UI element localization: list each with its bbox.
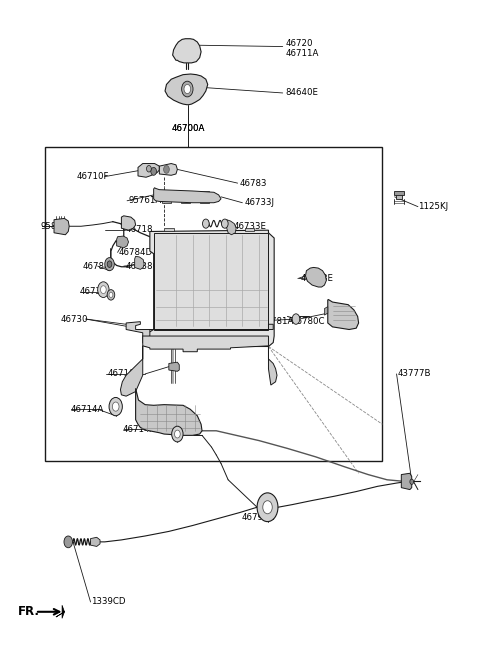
Polygon shape — [154, 188, 221, 203]
Text: 1125KJ: 1125KJ — [418, 202, 448, 211]
Circle shape — [146, 165, 151, 172]
Polygon shape — [120, 346, 143, 396]
Polygon shape — [162, 191, 171, 203]
Text: 84640E: 84640E — [285, 88, 318, 98]
Text: 95761A: 95761A — [129, 196, 162, 205]
Circle shape — [151, 167, 156, 175]
Text: 46710F: 46710F — [76, 172, 109, 181]
Polygon shape — [54, 218, 69, 235]
Circle shape — [64, 536, 72, 548]
Text: 46784D: 46784D — [119, 248, 153, 257]
Polygon shape — [396, 194, 402, 199]
Circle shape — [257, 493, 278, 522]
Polygon shape — [126, 322, 273, 339]
Polygon shape — [154, 233, 268, 330]
Text: 95840: 95840 — [41, 222, 68, 231]
Text: FR.: FR. — [18, 605, 40, 618]
Polygon shape — [173, 39, 201, 63]
Circle shape — [105, 258, 114, 271]
Text: 46718: 46718 — [125, 225, 153, 234]
Bar — [46, 146, 383, 461]
Circle shape — [292, 314, 300, 324]
Circle shape — [164, 165, 169, 173]
Polygon shape — [165, 74, 208, 105]
Circle shape — [109, 397, 122, 416]
Circle shape — [181, 81, 193, 97]
Text: 46784B: 46784B — [234, 231, 267, 241]
Polygon shape — [121, 215, 136, 230]
Polygon shape — [268, 346, 277, 385]
Text: 46714A: 46714A — [71, 405, 104, 414]
Polygon shape — [136, 388, 202, 436]
Text: 46700A: 46700A — [171, 124, 204, 132]
Text: 46784: 46784 — [83, 262, 110, 271]
Polygon shape — [56, 605, 64, 618]
Polygon shape — [394, 191, 404, 195]
Polygon shape — [401, 473, 412, 490]
Circle shape — [175, 430, 180, 438]
Circle shape — [410, 479, 414, 484]
Text: 46700A: 46700A — [171, 124, 204, 132]
Polygon shape — [117, 236, 129, 248]
Text: 46714A: 46714A — [122, 425, 156, 434]
Polygon shape — [324, 306, 328, 315]
Polygon shape — [138, 163, 159, 177]
Text: 46735: 46735 — [80, 287, 107, 296]
Polygon shape — [164, 228, 174, 231]
Polygon shape — [143, 230, 274, 347]
Circle shape — [97, 282, 109, 297]
Circle shape — [172, 426, 183, 442]
Circle shape — [107, 290, 115, 300]
Polygon shape — [159, 163, 178, 175]
Text: 1339CD: 1339CD — [92, 598, 126, 606]
Polygon shape — [227, 219, 236, 235]
Text: 46783: 46783 — [240, 179, 267, 188]
Polygon shape — [169, 362, 179, 371]
Circle shape — [112, 402, 119, 411]
Polygon shape — [91, 537, 100, 546]
Text: 46790A: 46790A — [241, 513, 275, 522]
Circle shape — [107, 261, 112, 268]
Polygon shape — [305, 268, 326, 287]
Polygon shape — [328, 299, 359, 330]
Circle shape — [109, 292, 113, 297]
Text: 46781A: 46781A — [261, 316, 294, 326]
Polygon shape — [135, 256, 144, 270]
Polygon shape — [180, 191, 190, 203]
Text: 46710A: 46710A — [107, 370, 141, 378]
Text: 46780C: 46780C — [291, 316, 325, 326]
Polygon shape — [245, 228, 254, 231]
Polygon shape — [200, 191, 209, 203]
Text: 46738C: 46738C — [125, 262, 159, 271]
Text: 46720
46711A: 46720 46711A — [285, 39, 318, 58]
Circle shape — [221, 219, 228, 228]
Text: 43777B: 43777B — [397, 370, 431, 378]
Text: 46733J: 46733J — [245, 198, 275, 207]
Circle shape — [184, 84, 191, 94]
Circle shape — [203, 219, 209, 228]
Text: 46718E: 46718E — [301, 274, 334, 283]
Text: 46730: 46730 — [60, 314, 88, 324]
Text: 46733E: 46733E — [234, 222, 267, 231]
Polygon shape — [143, 336, 268, 352]
Circle shape — [263, 501, 272, 514]
Circle shape — [100, 286, 106, 293]
